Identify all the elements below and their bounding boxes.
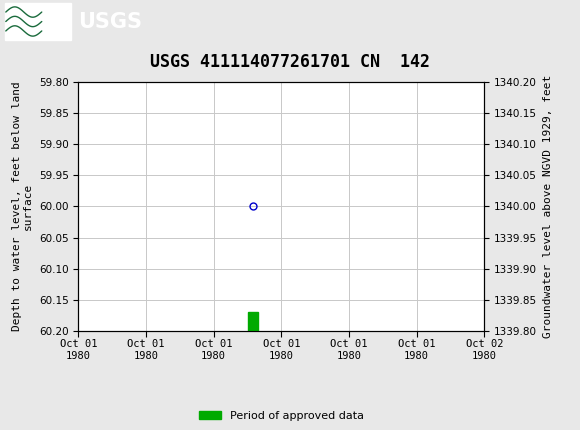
Bar [5, 3, 71, 40]
Bar [248, 313, 258, 334]
Text: USGS: USGS [78, 12, 142, 31]
Y-axis label: Depth to water level, feet below land
surface: Depth to water level, feet below land su… [12, 82, 33, 331]
Text: USGS 411114077261701 CN  142: USGS 411114077261701 CN 142 [150, 53, 430, 71]
Legend: Period of approved data: Period of approved data [194, 406, 368, 425]
Y-axis label: Groundwater level above NGVD 1929, feet: Groundwater level above NGVD 1929, feet [543, 75, 553, 338]
